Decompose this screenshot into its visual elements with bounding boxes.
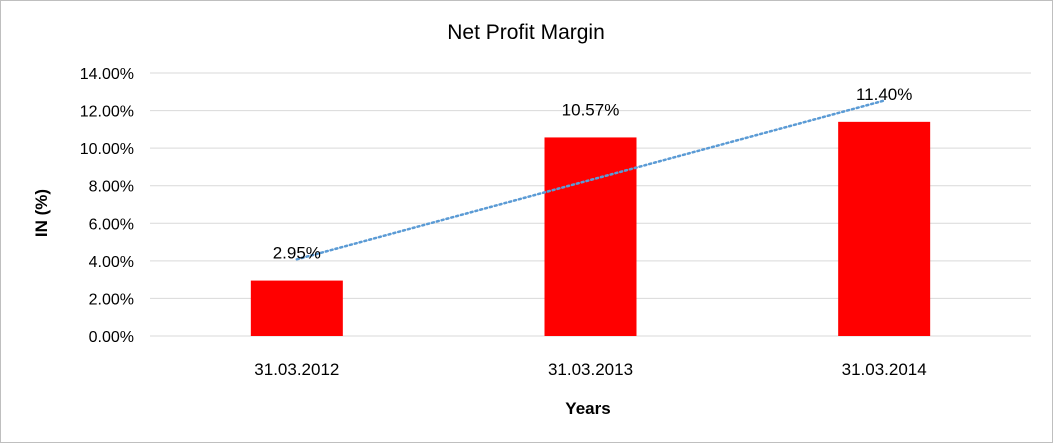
y-tick-label: 2.00%	[89, 291, 134, 308]
bar	[250, 280, 343, 336]
y-tick-label: 14.00%	[80, 66, 134, 83]
chart-title: Net Profit Margin	[447, 21, 605, 44]
y-tick-label: 8.00%	[89, 179, 134, 196]
data-label: 11.40%	[856, 85, 912, 104]
trendline	[295, 99, 886, 261]
x-tick-label: 31.03.2014	[842, 360, 927, 379]
y-tick-label: 12.00%	[80, 104, 134, 121]
data-label: 2.95%	[273, 244, 321, 263]
x-tick-label: 31.03.2013	[548, 360, 633, 379]
y-tick-label: 4.00%	[89, 254, 134, 271]
x-axis-title: Years	[565, 399, 610, 418]
bar	[838, 121, 931, 336]
trendline-line	[295, 99, 886, 261]
y-axis-title: IN (%)	[32, 189, 51, 237]
data-labels: 2.95% 10.57% 11.40%	[273, 85, 913, 263]
bar	[544, 137, 637, 336]
y-tick-label: 10.00%	[80, 141, 134, 158]
x-tick-label: 31.03.2012	[254, 360, 339, 379]
y-tick-label: 6.00%	[89, 216, 134, 233]
bars	[250, 121, 931, 336]
y-axis-ticks: 0.00% 2.00% 4.00% 6.00% 8.00% 10.00% 12.00% 14.…	[80, 66, 134, 346]
y-tick-label: 0.00%	[89, 329, 134, 346]
data-label: 10.57%	[562, 100, 620, 119]
x-axis-ticks: 31.03.2012 31.03.2013 31.03.2014	[254, 360, 926, 379]
